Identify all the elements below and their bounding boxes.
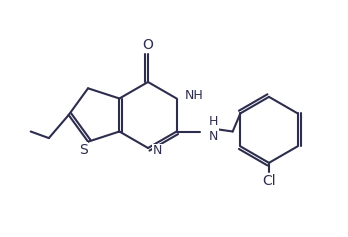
Text: NH: NH — [184, 89, 203, 102]
Text: H
N: H N — [209, 114, 218, 142]
Text: N: N — [153, 145, 163, 158]
Text: O: O — [143, 38, 153, 52]
Text: Cl: Cl — [262, 174, 276, 188]
Text: S: S — [79, 143, 87, 157]
